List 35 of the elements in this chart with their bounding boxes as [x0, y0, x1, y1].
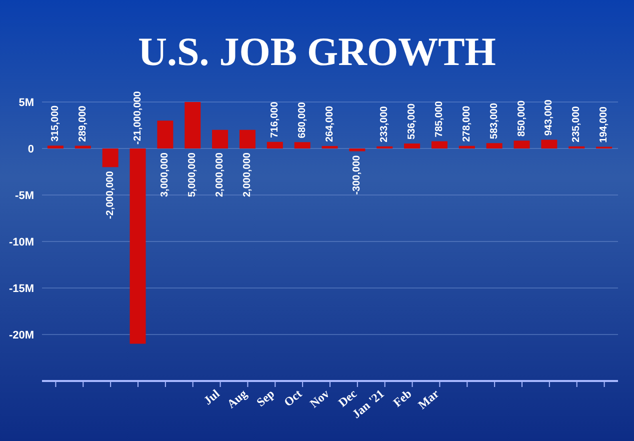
- data-label: 3,000,000: [160, 152, 171, 197]
- data-label: 716,000: [269, 101, 280, 138]
- data-label: 2,000,000: [242, 152, 253, 197]
- data-label: 289,000: [77, 105, 88, 142]
- x-tick-label: Nov: [307, 386, 332, 411]
- x-tick-label: Aug: [224, 386, 250, 412]
- data-label: -2,000,000: [104, 170, 116, 219]
- x-tick-label: Oct: [281, 386, 305, 410]
- data-label: 536,000: [406, 102, 418, 140]
- data-label: 785,000: [434, 100, 445, 138]
- y-tick-label: -15M: [8, 282, 34, 295]
- data-label: 943,000: [544, 99, 555, 136]
- chart-title: U.S. JOB GROWTH: [137, 28, 497, 75]
- data-label: 583,000: [488, 102, 500, 140]
- y-tick-label: -5M: [15, 190, 34, 202]
- x-tick-label: Jul: [200, 386, 223, 408]
- data-label: 850,000: [516, 100, 528, 137]
- data-label: -21,000,000: [132, 90, 144, 144]
- data-label: 680,000: [296, 102, 308, 138]
- data-label: -300,000: [352, 154, 363, 195]
- y-tick-label: 0: [28, 143, 34, 156]
- data-label: 264,000: [324, 105, 336, 142]
- data-label: 233,000: [379, 106, 390, 142]
- y-tick-label: -10M: [8, 236, 34, 248]
- data-label: 278,000: [461, 105, 472, 142]
- x-tick-label: Sep: [254, 386, 278, 410]
- x-tick-label: Mar: [415, 386, 442, 412]
- y-tick-label: 5M: [18, 96, 34, 109]
- x-tick-label: Feb: [390, 386, 414, 410]
- data-label: 5,000,000: [187, 152, 198, 197]
- data-label: 194,000: [598, 106, 610, 143]
- y-tick-label: -20M: [8, 329, 34, 342]
- data-label: 2,000,000: [214, 152, 226, 197]
- data-label: 235,000: [571, 106, 582, 142]
- data-label: 315,000: [50, 104, 61, 142]
